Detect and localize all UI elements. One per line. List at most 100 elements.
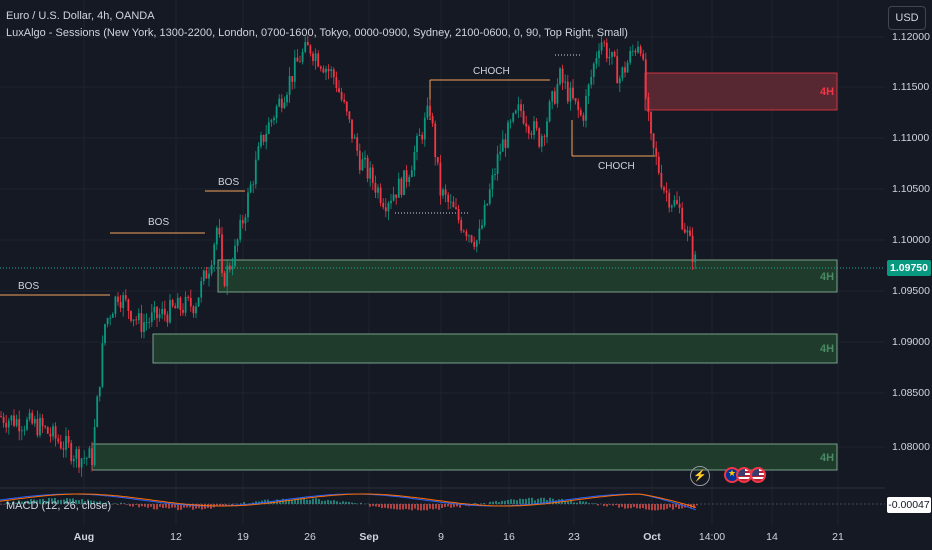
macd-legend[interactable]: MACD (12, 26, close) [6,500,112,512]
candle-body [436,157,439,163]
macd-histogram-bar [570,500,572,504]
macd-histogram-bar [330,500,332,504]
macd-histogram-bar [18,500,20,504]
supply-zone-4h [644,72,838,111]
candle-body [101,343,104,387]
candle-body [475,240,478,247]
candle-body [65,435,67,450]
candle-body [122,295,125,308]
candle-body [78,449,80,468]
candle-body [70,442,73,462]
candle-body [80,458,83,468]
candle-body [275,106,278,118]
macd-histogram-bar [288,499,290,504]
candle-body [52,426,54,437]
candle-body [384,207,387,212]
macd-histogram-bar [42,498,44,504]
candle-body [535,121,538,129]
macd-histogram-bar [516,500,518,504]
macd-histogram-bar [348,501,350,504]
candle-body [574,98,577,102]
candle-body [135,319,138,321]
macd-histogram-bar [696,504,698,506]
macd-histogram-bar [156,504,158,510]
macd-histogram-bar [441,504,443,508]
candle-body [166,314,169,323]
candle-body [239,220,242,240]
candle-body [416,135,418,153]
candle-body [202,270,205,282]
candle-body [171,300,174,307]
chart-legend[interactable]: Euro / U.S. Dollar, 4h, OANDA LuxAlgo - … [6,8,628,42]
macd-histogram-bar [567,501,569,504]
candle-body [390,200,392,204]
currency-button[interactable]: USD [888,6,926,30]
chart-area[interactable]: BOS BOS BOS CHOCH CHOCH 4H 4H 4H 4H Euro… [0,0,885,550]
candle-body [579,110,582,116]
candle-body [351,119,353,139]
macd-histogram-bar [681,504,683,509]
macd-histogram-bar [501,500,503,504]
macd-series [0,493,698,511]
candle-body [247,192,249,218]
macd-histogram-bar [429,504,431,509]
macd-histogram-bar [225,504,227,506]
macd-histogram-bar [459,504,461,508]
candle-body [111,313,114,318]
candle-body [670,205,673,208]
events-icons[interactable]: ⚡ [690,464,780,488]
macd-histogram-bar [87,499,89,504]
candle-body [228,265,231,270]
candle-body [587,84,590,97]
candle-body [179,297,182,310]
price-chart[interactable]: BOS BOS BOS CHOCH CHOCH 4H 4H 4H 4H [0,0,885,550]
candle-body [392,194,395,201]
candle-body [681,207,684,230]
macd-histogram-bar [393,504,395,510]
candlestick-series [0,34,697,477]
macd-histogram-bar [243,502,245,504]
candle-body [296,57,299,62]
indicator-title[interactable]: LuxAlgo - Sessions (New York, 1300-2200,… [6,27,628,39]
candle-body [85,457,88,459]
us-flag-icon-2[interactable] [750,467,766,483]
candle-body [18,419,21,432]
time-tick-label: 23 [568,531,580,543]
macd-histogram-bar [474,502,476,504]
choch-label-2: CHOCH [598,161,635,172]
macd-histogram-bar [447,504,449,507]
candle-body [691,235,694,263]
candle-body [418,134,421,136]
candle-body [358,150,361,171]
candle-body [114,296,117,314]
candle-body [439,162,442,196]
candle-body [273,117,275,121]
candle-body [613,51,616,57]
candle-body [527,126,530,134]
candle-body [686,230,689,233]
macd-histogram-bar [96,501,98,504]
candle-body [241,220,244,224]
macd-histogram-bar [90,500,92,504]
candle-body [650,112,652,134]
macd-histogram-bar [519,498,521,504]
macd-histogram-bar [402,504,404,510]
candle-body [483,205,486,226]
time-tick-label: 21 [832,531,844,543]
macd-histogram-bar [327,499,329,504]
price-axis[interactable]: 1.12000 1.11500 1.11000 1.10500 1.10000 1.095… [885,0,932,550]
candle-body [634,50,637,53]
candle-body [397,178,400,198]
candle-body [31,412,34,424]
us-flag-icon-1[interactable] [736,467,752,483]
macd-histogram-bar [528,497,530,504]
symbol-title[interactable]: Euro / U.S. Dollar, 4h, OANDA [6,10,155,22]
candle-body [626,62,629,73]
macd-histogram-bar [492,501,494,504]
flash-icon[interactable]: ⚡ [690,466,710,486]
macd-histogram-bar [114,503,116,504]
candle-body [340,92,343,100]
candle-body [369,167,372,179]
candle-body [637,46,639,53]
candle-body [400,178,403,196]
